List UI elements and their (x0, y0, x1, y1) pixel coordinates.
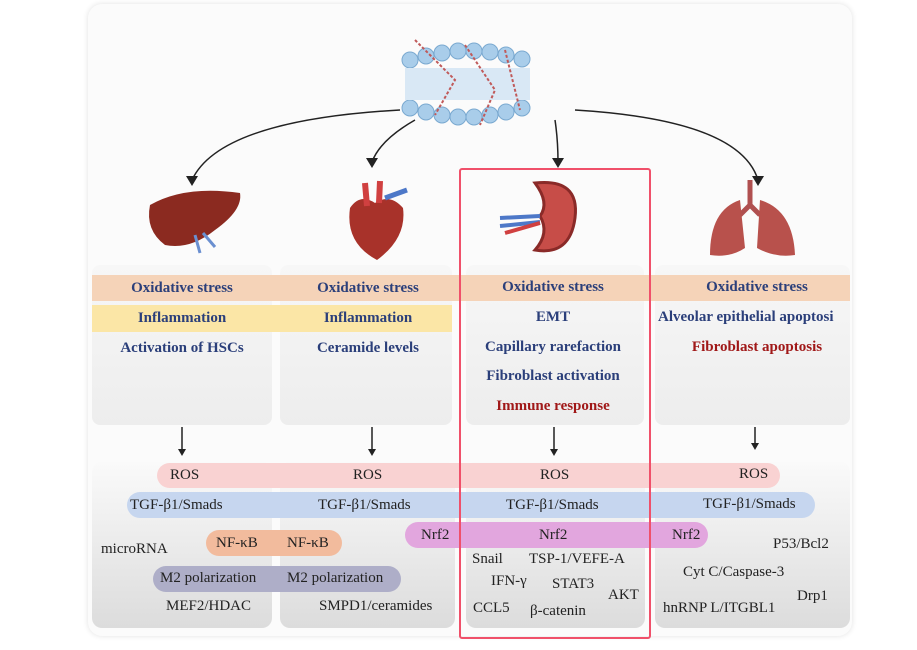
heart-pathway: SMPD1/ceramides (319, 598, 433, 614)
liver-pathway: microRNA (101, 541, 168, 557)
liver-icon (149, 190, 241, 254)
kidney-pathway: Snail (472, 551, 503, 567)
nfkb-band (206, 530, 342, 556)
kidney-item: Oxidative stress (502, 279, 604, 295)
heart-item: Ceramide levels (316, 340, 420, 356)
ros-label: ROS (353, 467, 383, 483)
tgf-label: TGF-β1/Smads (506, 497, 599, 513)
liver-item: Inflammation (137, 310, 227, 326)
heart-item: Oxidative stress (317, 280, 419, 296)
kidney-item: EMT (535, 309, 571, 325)
kidney-pathway: IFN-γ (491, 573, 527, 589)
ros-band (157, 463, 780, 488)
kidney-pathway: β-catenin (530, 603, 586, 619)
ros-label: ROS (170, 467, 200, 483)
nrf2-band (405, 522, 708, 548)
liver-item: Activation of HSCs (120, 340, 244, 356)
lung-pathway: Drp1 (797, 588, 828, 604)
nrf2-label: Nrf2 (539, 527, 568, 543)
lung-pathway: hnRNP L/ITGBL1 (663, 600, 776, 616)
kidney-icon (499, 180, 577, 253)
ros-label: ROS (540, 467, 570, 483)
liver-pathway: MEF2/HDAC (166, 598, 252, 614)
kidney-item: Capillary rarefaction (485, 339, 621, 355)
lung-item: Fibroblast apoptosis (691, 339, 823, 355)
down-arrows (178, 427, 759, 456)
kidney-highlight-box (459, 168, 651, 639)
oxidative-stress-band (92, 275, 850, 301)
lung-pathway: Cyt C/Caspase-3 (683, 564, 785, 580)
heart-icon (349, 180, 408, 260)
m2-label: M2 polarization (160, 570, 257, 586)
inflammation-band (92, 305, 452, 332)
arrows (186, 109, 764, 186)
nfkb-label: NF-κB (216, 535, 258, 551)
nrf2-label: Nrf2 (421, 527, 450, 543)
kidney-pathway: AKT (608, 587, 639, 603)
lung-pathway: P53/Bcl2 (773, 536, 829, 552)
lungs-icon (710, 180, 795, 256)
lung-item: Oxidative stress (706, 279, 808, 295)
liver-item: Oxidative stress (131, 280, 233, 296)
kidney-item: Fibroblast activation (486, 368, 620, 384)
nfkb-label: NF-κB (287, 535, 329, 551)
m2-band (153, 566, 401, 592)
kidney-item: Immune response (496, 398, 610, 414)
m2-label: M2 polarization (287, 570, 384, 586)
ros-label: ROS (739, 466, 769, 482)
kidney-pathway: CCL5 (473, 600, 510, 616)
nrf2-label: Nrf2 (672, 527, 701, 543)
tgf-label: TGF-β1/Smads (318, 497, 411, 513)
tgf-label: TGF-β1/Smads (130, 497, 223, 513)
cell-membrane-icon (401, 39, 531, 126)
kidney-pathway: TSP-1/VEFE-A (529, 551, 625, 567)
heart-item: Inflammation (323, 310, 413, 326)
kidney-pathway: STAT3 (552, 576, 595, 592)
lung-item: Alveolar epithelial apoptosi (658, 309, 834, 325)
tgf-label: TGF-β1/Smads (703, 496, 796, 512)
tgf-band (127, 492, 815, 518)
